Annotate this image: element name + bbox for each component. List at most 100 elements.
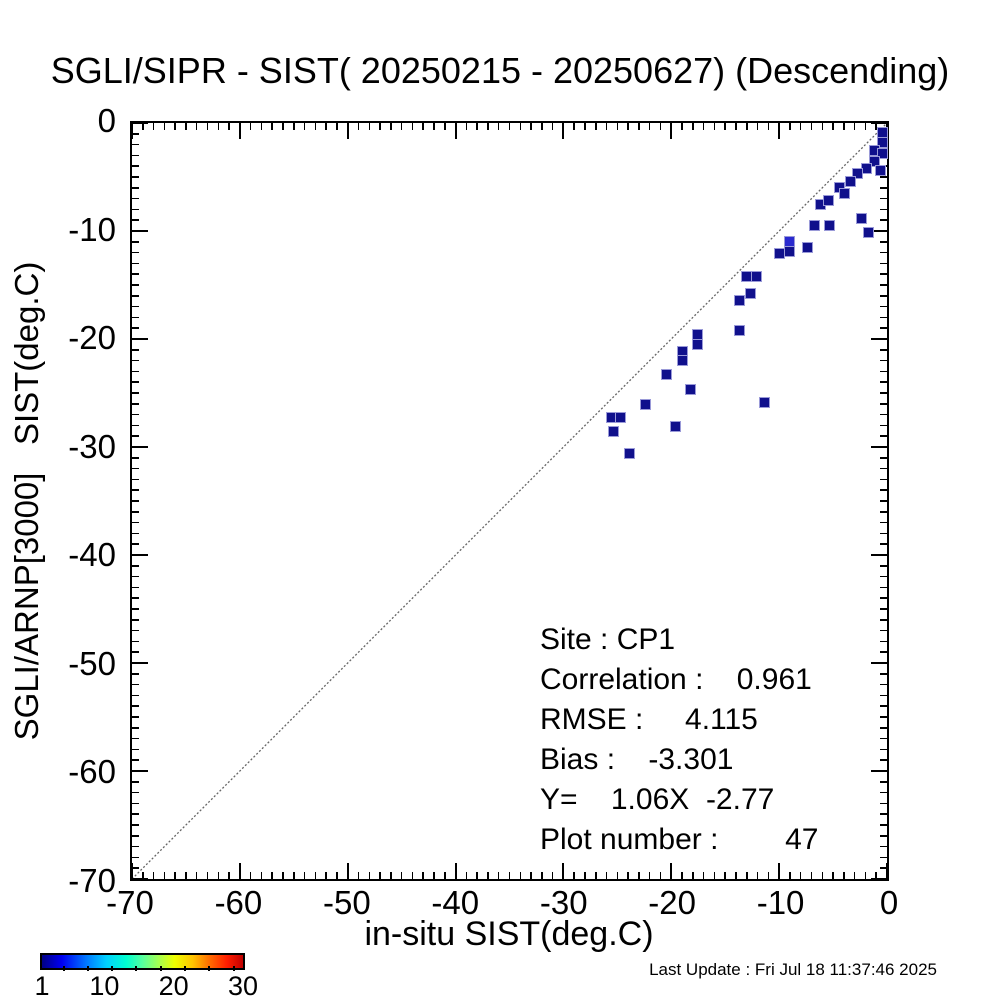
tick-mark: [573, 872, 575, 879]
tick-mark: [132, 629, 139, 632]
data-point: [855, 212, 867, 224]
tick-mark: [132, 338, 148, 340]
tick-mark: [880, 867, 887, 869]
tick-mark: [880, 543, 887, 545]
tick-mark: [422, 123, 424, 130]
tick-mark: [433, 123, 435, 130]
y-tick-label: -30: [68, 427, 116, 465]
tick-mark: [627, 872, 629, 879]
tick-mark: [880, 835, 887, 837]
tick-mark: [132, 251, 139, 254]
tick-mark: [767, 123, 770, 130]
tick-mark: [132, 165, 139, 167]
tick-mark: [880, 791, 887, 794]
tick-mark: [132, 651, 139, 653]
tick-mark: [880, 640, 887, 643]
tick-mark: [433, 872, 435, 879]
tick-mark: [131, 123, 133, 139]
tick-mark: [260, 872, 263, 879]
tick-mark: [681, 872, 683, 879]
data-point: [875, 165, 887, 177]
tick-mark: [880, 489, 887, 491]
data-point: [691, 338, 703, 350]
tick-mark: [260, 123, 263, 130]
tick-mark: [411, 872, 414, 879]
tick-mark: [228, 872, 230, 879]
tick-mark: [132, 467, 139, 470]
tick-mark: [142, 872, 144, 879]
tick-mark: [573, 123, 575, 130]
data-point: [877, 147, 889, 159]
x-tick-label: 0: [879, 884, 899, 921]
tick-mark: [132, 413, 139, 416]
tick-mark: [195, 123, 198, 130]
tick-mark: [880, 273, 887, 275]
tick-mark: [880, 597, 887, 599]
tick-mark: [871, 446, 887, 448]
tick-mark: [185, 872, 187, 879]
tick-mark: [422, 872, 424, 879]
tick-mark: [206, 123, 209, 130]
y-tick-label: -10: [68, 210, 116, 248]
tick-mark: [670, 863, 673, 879]
tick-mark: [132, 219, 139, 221]
tick-mark: [271, 872, 273, 879]
tick-mark: [880, 856, 887, 859]
colorbar-tick-mark: [87, 966, 90, 971]
tick-mark: [132, 597, 139, 599]
stats-line: RMSE : 4.115: [540, 703, 758, 736]
tick-mark: [584, 872, 586, 879]
tick-mark: [616, 123, 619, 130]
stats-line: Site : CP1: [540, 623, 676, 656]
tick-mark: [132, 575, 139, 578]
tick-mark: [487, 123, 489, 130]
tick-mark: [132, 381, 139, 383]
y-tick-label: -20: [68, 319, 116, 357]
tick-mark: [497, 872, 500, 879]
tick-mark: [746, 123, 748, 130]
data-point: [676, 355, 688, 367]
tick-mark: [132, 187, 139, 189]
tick-mark: [497, 123, 500, 130]
stats-block: Site : CP1 Correlation : 0.961 RMSE : 4.11…: [540, 620, 818, 860]
tick-mark: [702, 872, 705, 879]
tick-mark: [584, 123, 586, 130]
tick-mark: [880, 802, 887, 805]
tick-mark: [132, 835, 139, 837]
tick-mark: [832, 872, 834, 879]
data-point: [661, 369, 673, 381]
tick-mark: [132, 230, 148, 232]
colorbar-tick-label: 20: [158, 971, 189, 1000]
tick-mark: [487, 872, 489, 879]
tick-mark: [282, 872, 284, 879]
tick-mark: [810, 872, 813, 879]
data-point: [863, 226, 875, 238]
tick-mark: [880, 327, 887, 329]
tick-mark: [132, 143, 139, 146]
tick-mark: [465, 872, 468, 879]
chart-title: SGLI/SIPR - SIST( 20250215 - 20250627) (…: [50, 50, 950, 91]
tick-mark: [871, 230, 887, 232]
tick-mark: [476, 872, 478, 879]
tick-mark: [871, 338, 887, 340]
tick-mark: [880, 813, 887, 815]
tick-mark: [132, 327, 139, 329]
tick-mark: [880, 197, 887, 200]
tick-mark: [132, 662, 148, 664]
tick-mark: [293, 872, 295, 879]
tick-mark: [131, 863, 133, 879]
tick-mark: [163, 872, 166, 879]
tick-mark: [132, 716, 139, 718]
tick-mark: [880, 727, 887, 729]
data-point: [868, 156, 880, 168]
tick-mark: [185, 123, 187, 130]
data-point: [809, 220, 821, 232]
tick-mark: [880, 176, 887, 178]
tick-mark: [880, 565, 887, 567]
tick-mark: [880, 575, 887, 578]
tick-mark: [325, 872, 327, 879]
tick-mark: [880, 737, 887, 740]
x-tick-label: -30: [539, 884, 588, 921]
y-axis-title: SGLI/ARNP[3000] SIST(deg.C): [8, 261, 45, 741]
tick-mark: [132, 273, 139, 275]
